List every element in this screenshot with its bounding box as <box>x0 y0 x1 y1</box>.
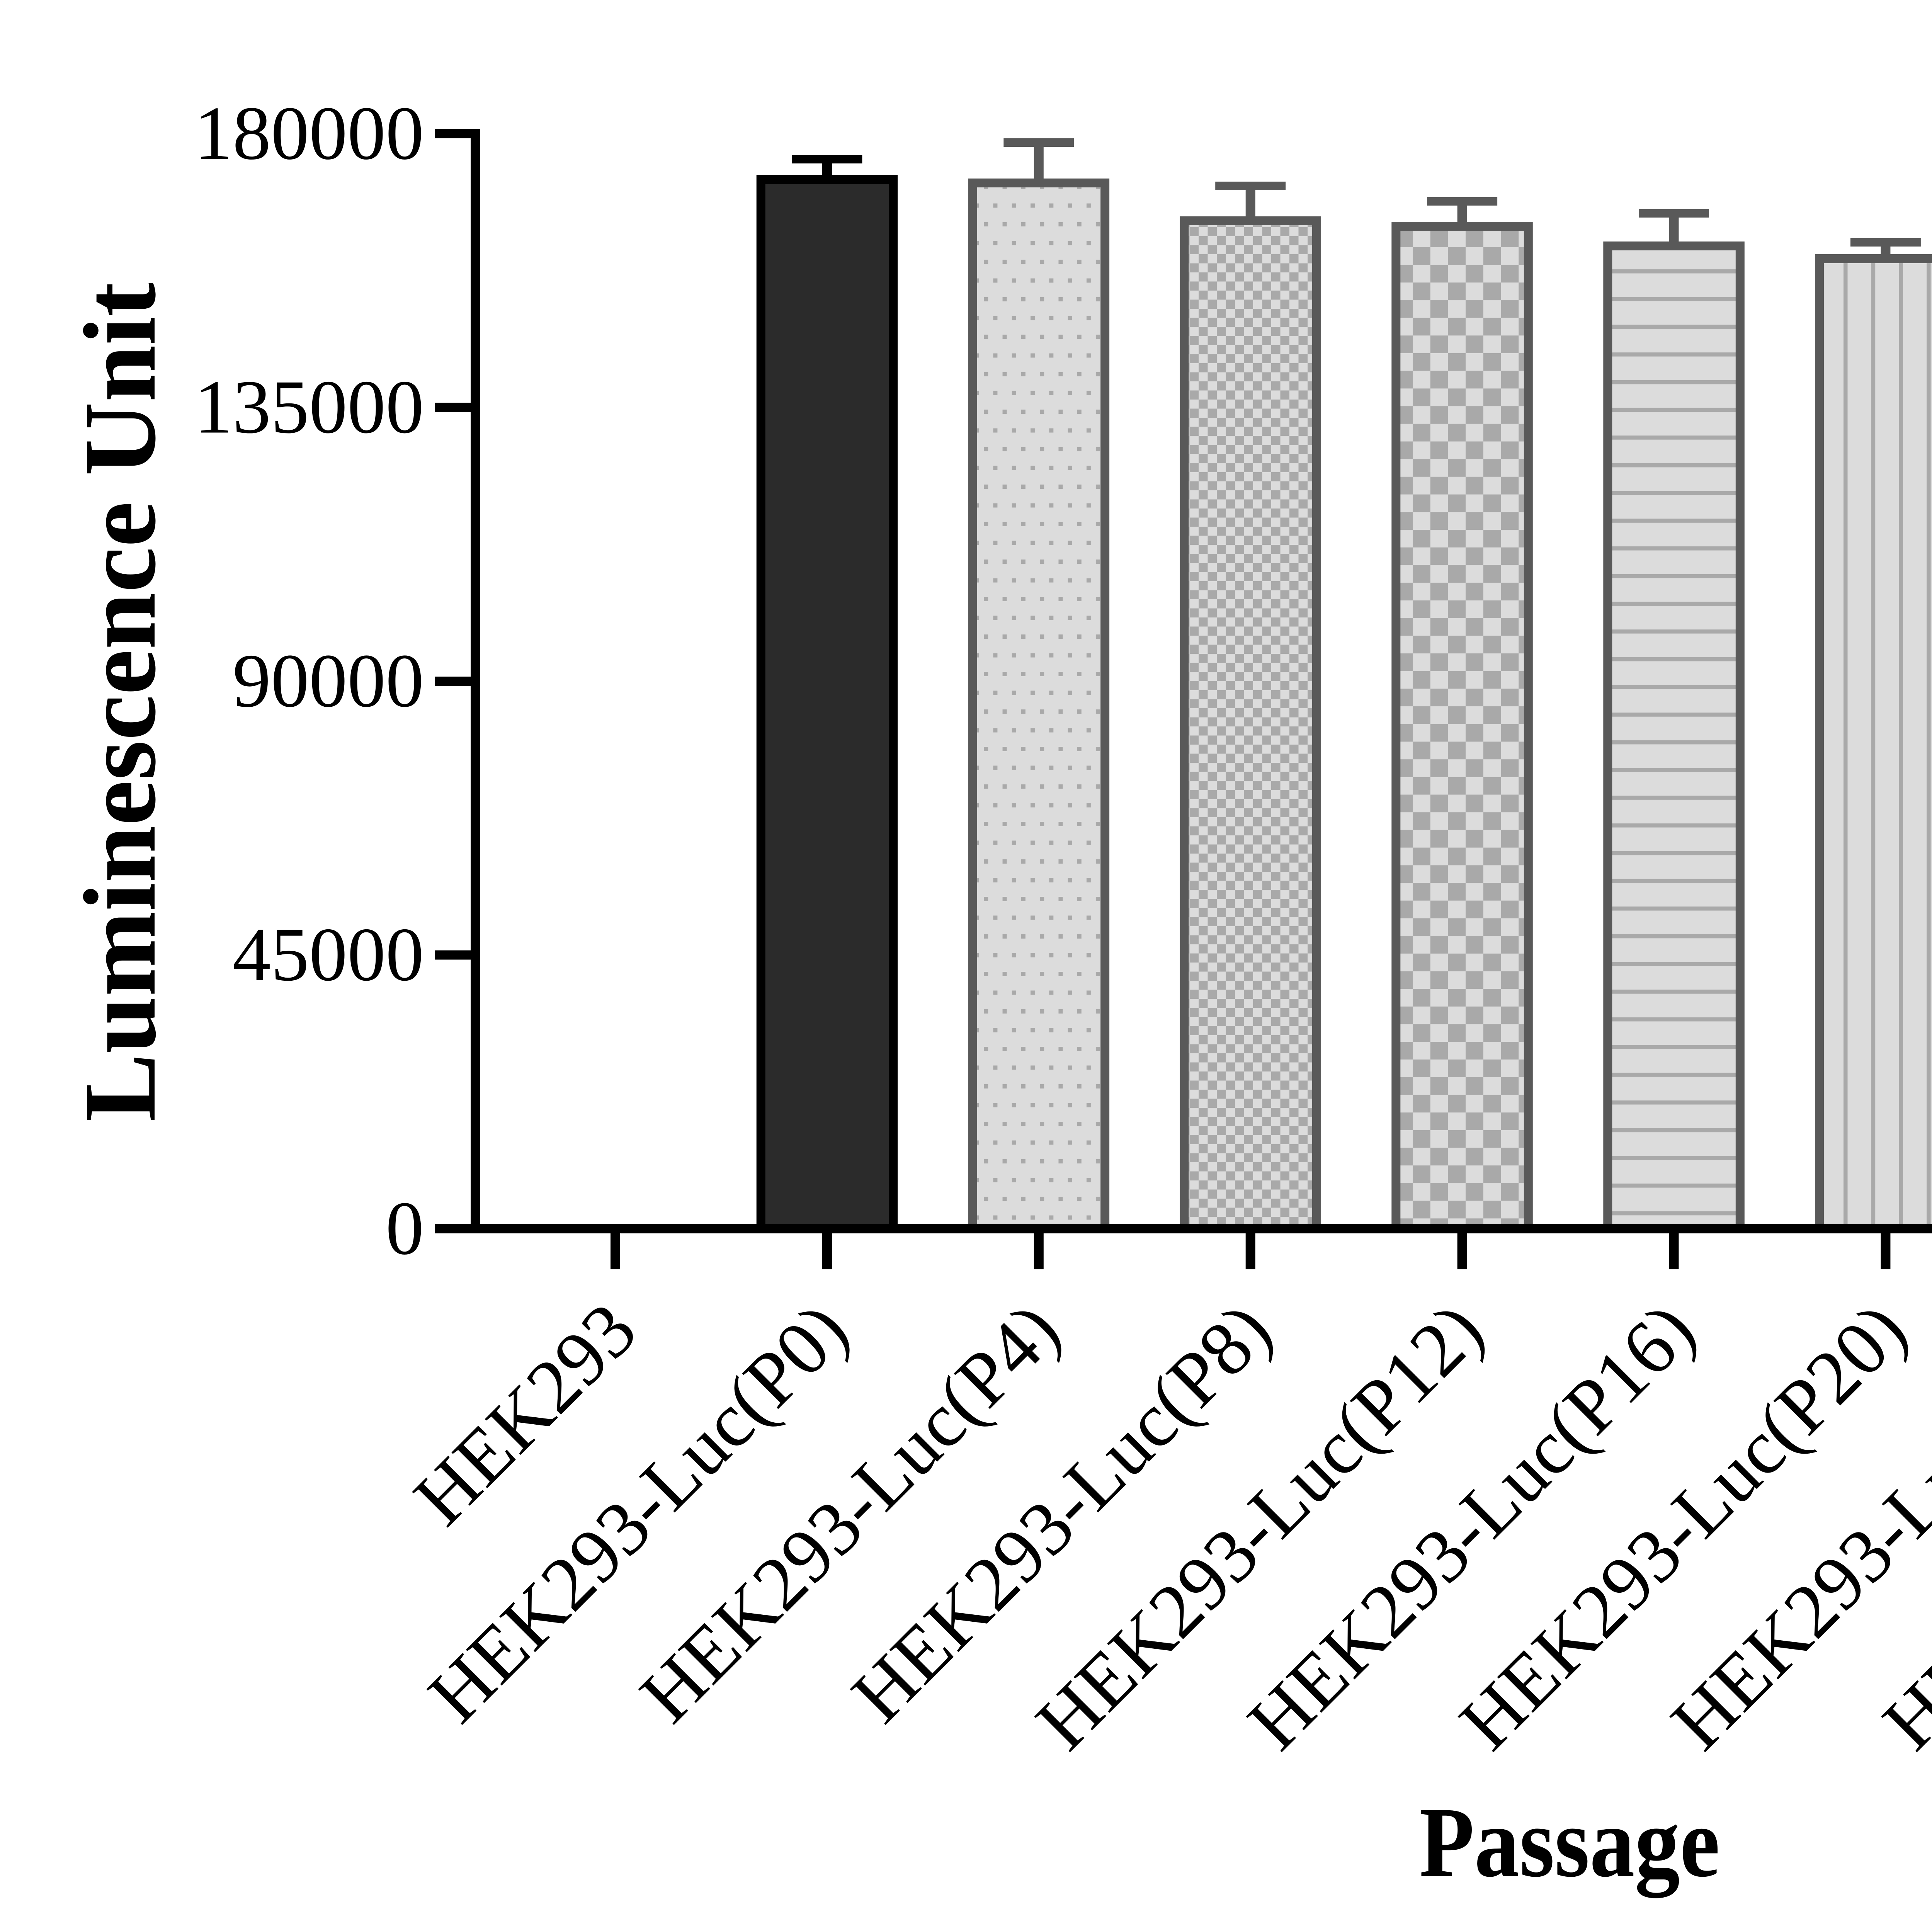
svg-text:180000: 180000 <box>194 91 424 175</box>
svg-text:Luminescence Unit: Luminescence Unit <box>63 281 177 1122</box>
svg-text:Passage: Passage <box>1419 1787 1720 1900</box>
svg-text:135000: 135000 <box>194 365 424 449</box>
svg-text:90000: 90000 <box>233 638 424 723</box>
svg-text:0: 0 <box>386 1186 424 1270</box>
svg-text:45000: 45000 <box>233 912 424 997</box>
